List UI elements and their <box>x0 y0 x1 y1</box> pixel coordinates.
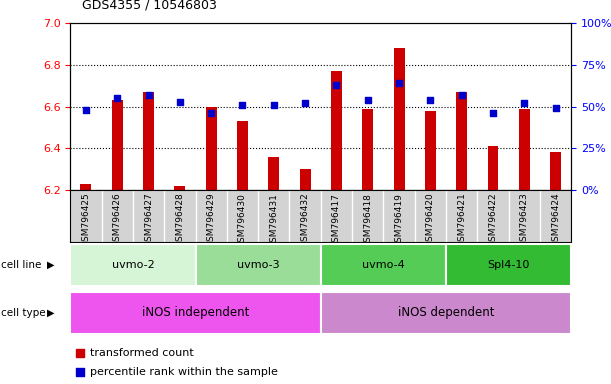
Text: GSM796430: GSM796430 <box>238 193 247 248</box>
Point <box>425 97 435 103</box>
Text: GSM796431: GSM796431 <box>269 193 278 248</box>
Text: GSM796417: GSM796417 <box>332 193 341 248</box>
Bar <box>331 71 342 190</box>
Point <box>75 369 85 375</box>
Bar <box>299 169 310 190</box>
Text: transformed count: transformed count <box>90 348 194 358</box>
Text: ▶: ▶ <box>47 308 54 318</box>
Point <box>519 100 529 106</box>
Bar <box>206 107 217 190</box>
Bar <box>393 48 404 190</box>
Text: iNOS independent: iNOS independent <box>142 306 249 319</box>
Bar <box>112 100 123 190</box>
Text: GSM796432: GSM796432 <box>301 193 310 247</box>
Point <box>269 102 279 108</box>
Text: GSM796420: GSM796420 <box>426 193 435 247</box>
Text: GSM796419: GSM796419 <box>395 193 403 248</box>
Text: GSM796429: GSM796429 <box>207 193 216 247</box>
Text: GSM796428: GSM796428 <box>175 193 185 247</box>
Text: uvmo-3: uvmo-3 <box>237 260 279 270</box>
Text: cell type: cell type <box>1 308 46 318</box>
Point <box>144 92 153 98</box>
Bar <box>362 109 373 190</box>
Bar <box>425 111 436 190</box>
Point <box>75 349 85 356</box>
Text: Spl4-10: Spl4-10 <box>488 260 530 270</box>
Text: iNOS dependent: iNOS dependent <box>398 306 494 319</box>
Point <box>175 98 185 104</box>
Point <box>207 110 216 116</box>
Text: GSM796418: GSM796418 <box>364 193 372 248</box>
Bar <box>174 186 185 190</box>
Bar <box>321 244 446 286</box>
Text: uvmo-4: uvmo-4 <box>362 260 404 270</box>
Text: GSM796422: GSM796422 <box>489 193 497 247</box>
Point <box>238 102 247 108</box>
Text: uvmo-2: uvmo-2 <box>112 260 154 270</box>
Text: percentile rank within the sample: percentile rank within the sample <box>90 367 278 377</box>
Bar <box>237 121 248 190</box>
Bar <box>456 92 467 190</box>
Bar <box>550 152 561 190</box>
Point <box>332 82 342 88</box>
Text: GSM796425: GSM796425 <box>81 193 90 247</box>
Point <box>300 100 310 106</box>
Bar <box>446 244 571 286</box>
Bar <box>196 244 321 286</box>
Bar <box>70 292 321 334</box>
Point <box>363 97 373 103</box>
Point <box>551 105 560 111</box>
Text: GSM796424: GSM796424 <box>551 193 560 247</box>
Point <box>81 107 91 113</box>
Point <box>112 95 122 101</box>
Text: GSM796423: GSM796423 <box>520 193 529 247</box>
Text: GSM796421: GSM796421 <box>457 193 466 247</box>
Text: cell line: cell line <box>1 260 42 270</box>
Text: GSM796426: GSM796426 <box>113 193 122 247</box>
Bar <box>70 244 196 286</box>
Bar <box>321 292 571 334</box>
Bar <box>519 109 530 190</box>
Bar <box>488 146 499 190</box>
Text: GDS4355 / 10546803: GDS4355 / 10546803 <box>82 0 218 12</box>
Point <box>457 92 467 98</box>
Text: GSM796427: GSM796427 <box>144 193 153 247</box>
Bar <box>143 92 154 190</box>
Bar <box>81 184 92 190</box>
Bar <box>268 157 279 190</box>
Point <box>394 80 404 86</box>
Point <box>488 110 498 116</box>
Text: ▶: ▶ <box>47 260 54 270</box>
